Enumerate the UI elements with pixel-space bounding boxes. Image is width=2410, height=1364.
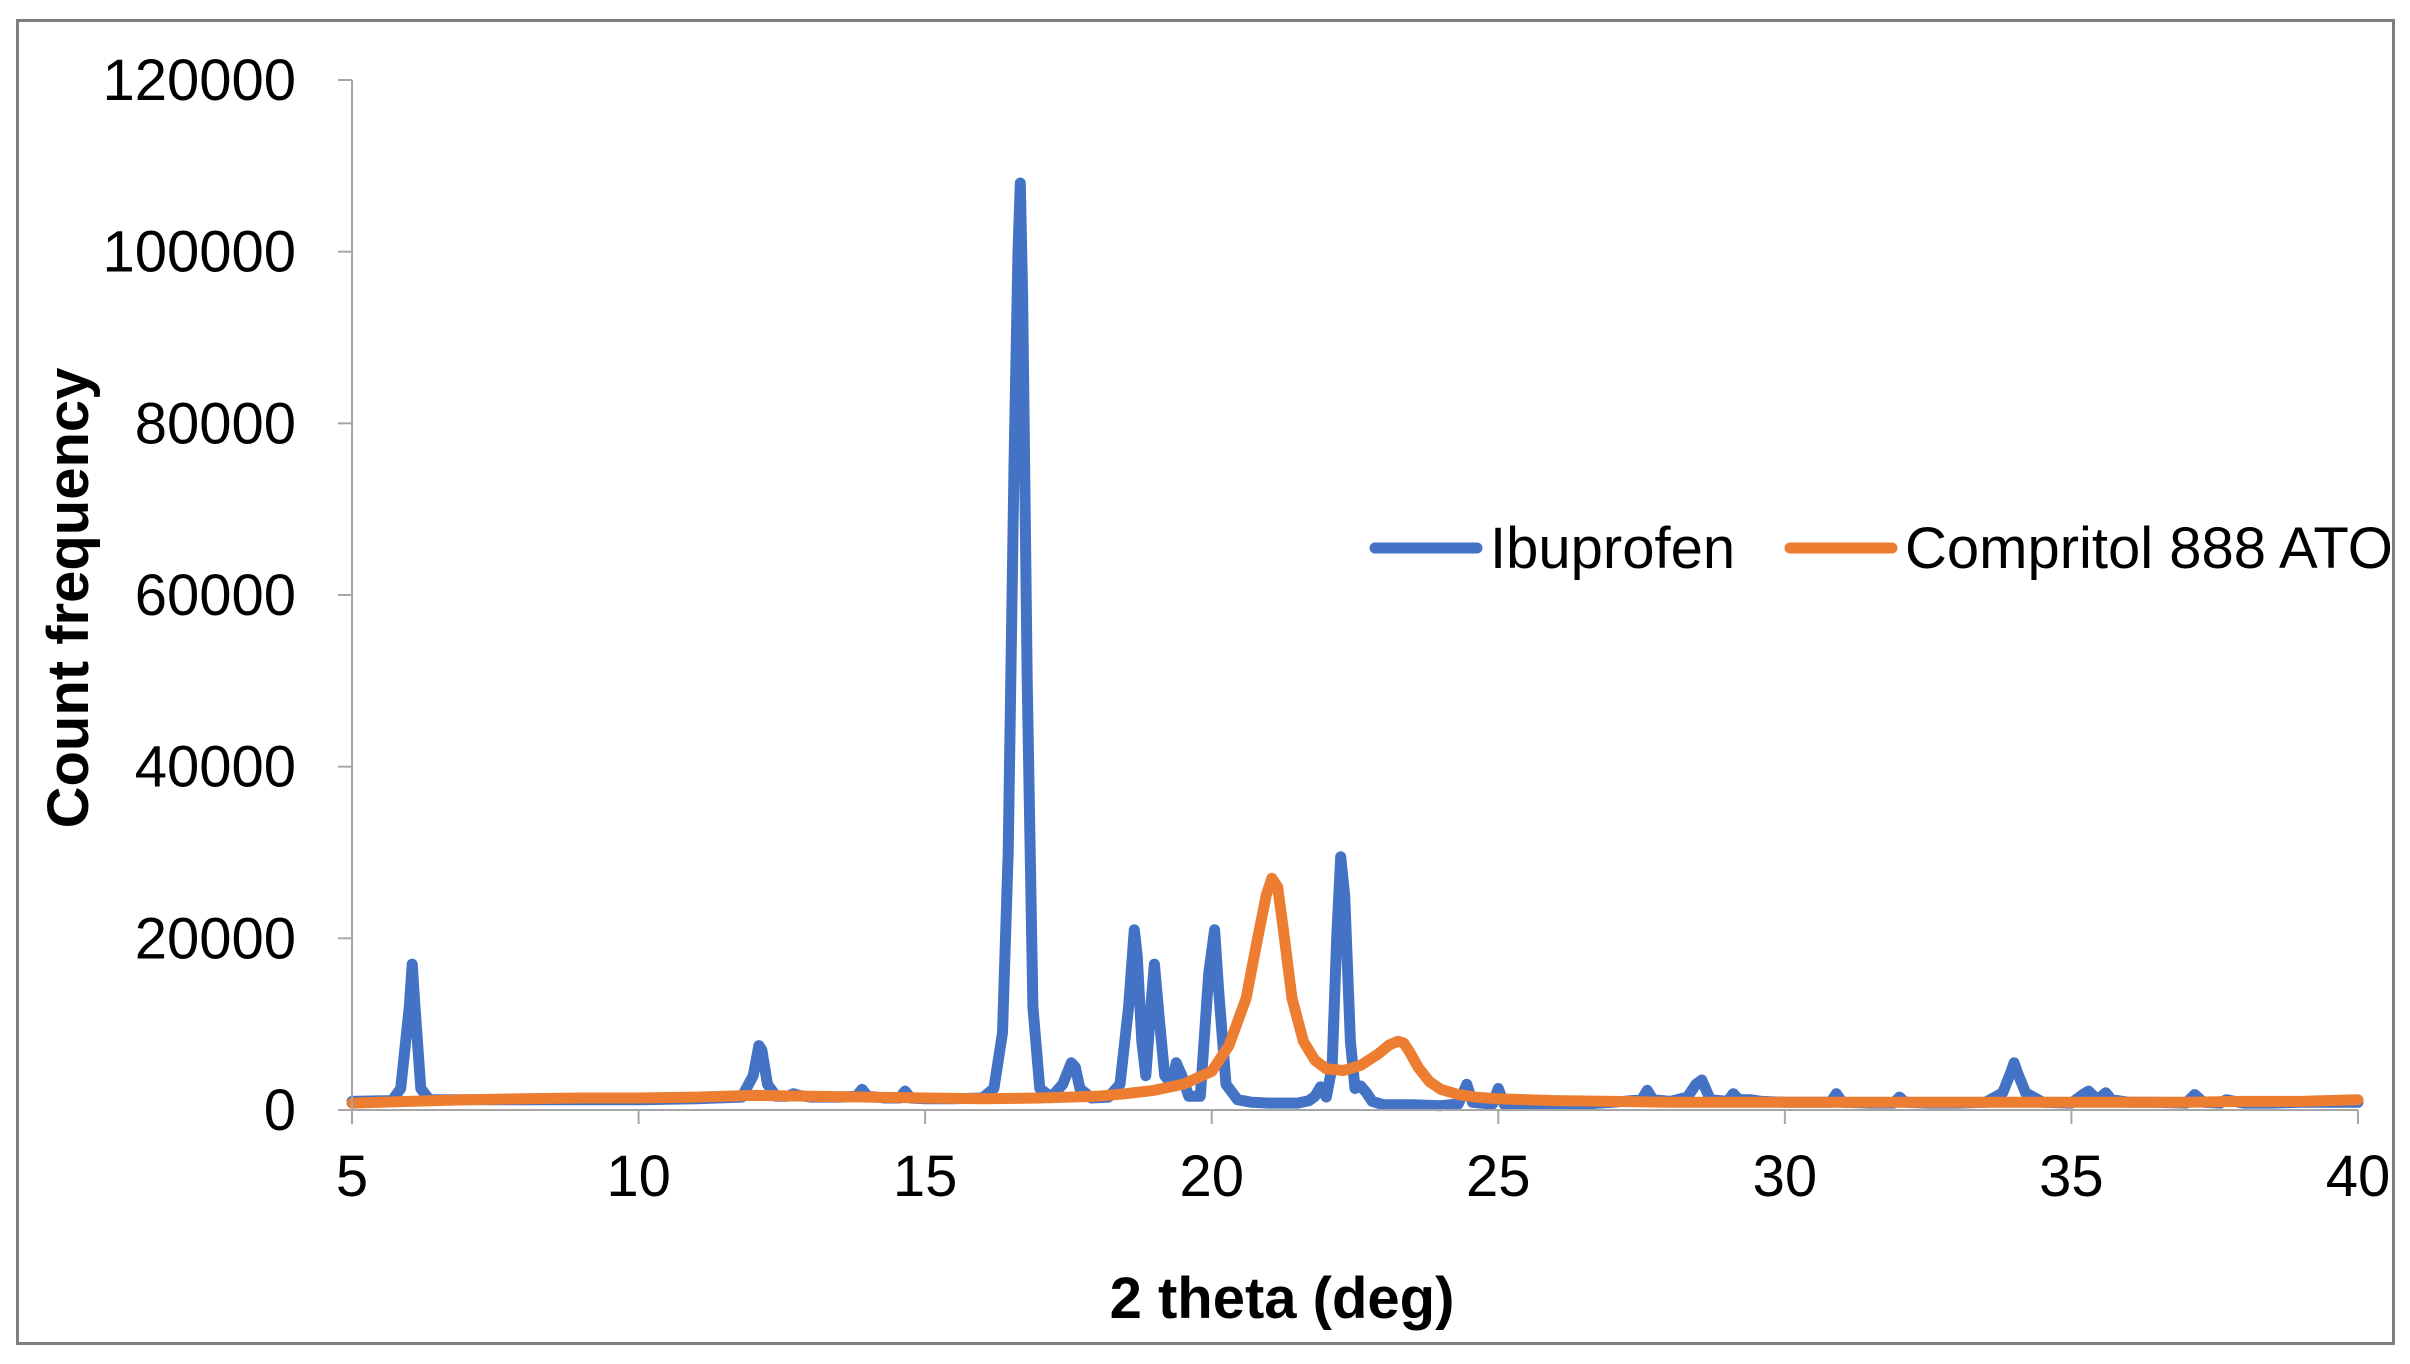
y-tick-label: 40000 — [135, 735, 296, 800]
legend-label: Compritol 888 ATO — [1905, 516, 2393, 581]
axes-layer: 0 20000 40000 60000 80000 100000 120000 5 10 15 20… — [102, 48, 2390, 1209]
chart-frame — [16, 19, 2395, 1345]
series-layer — [346, 177, 2364, 1112]
y-tick-label: 20000 — [135, 906, 296, 971]
x-tick-label: 20 — [1179, 1144, 1244, 1209]
y-tick-label: 60000 — [135, 563, 296, 628]
y-tick-label: 0 — [264, 1078, 296, 1143]
y-tick-label: 100000 — [102, 220, 296, 285]
x-axis-title: 2 theta (deg) — [1110, 1266, 1455, 1331]
x-tick-label: 5 — [336, 1144, 368, 1209]
series-line-compritol — [346, 872, 2364, 1109]
legend: Ibuprofen Compritol 888 ATO — [1369, 516, 2393, 581]
x-tick-label: 30 — [1753, 1144, 1818, 1209]
legend-label: Ibuprofen — [1490, 516, 1735, 581]
x-tick-label: 35 — [2039, 1144, 2104, 1209]
y-tick-label: 120000 — [102, 48, 296, 113]
x-tick-label: 10 — [606, 1144, 671, 1209]
x-tick-label: 15 — [893, 1144, 958, 1209]
x-tick-label: 25 — [1466, 1144, 1531, 1209]
y-axis-title: Count frequency — [36, 368, 101, 829]
x-tick-label: 40 — [2326, 1144, 2391, 1209]
y-tick-label: 80000 — [135, 391, 296, 456]
series-line-ibuprofen — [346, 177, 2364, 1112]
